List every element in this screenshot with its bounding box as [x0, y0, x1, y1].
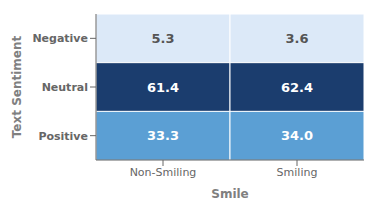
svg-text:62.4: 62.4 [281, 80, 313, 95]
svg-text:Smiling: Smiling [277, 166, 318, 179]
svg-text:Smile: Smile [211, 187, 249, 201]
svg-text:33.3: 33.3 [147, 128, 179, 143]
svg-text:Neutral: Neutral [42, 81, 88, 94]
svg-text:61.4: 61.4 [147, 80, 179, 95]
svg-text:5.3: 5.3 [151, 31, 174, 46]
svg-text:34.0: 34.0 [281, 128, 313, 143]
svg-text:Text Sentiment: Text Sentiment [10, 35, 24, 138]
svg-text:Negative: Negative [32, 32, 88, 45]
svg-text:Positive: Positive [38, 130, 88, 143]
svg-text:Non-Smiling: Non-Smiling [130, 166, 197, 179]
svg-text:3.6: 3.6 [285, 31, 308, 46]
